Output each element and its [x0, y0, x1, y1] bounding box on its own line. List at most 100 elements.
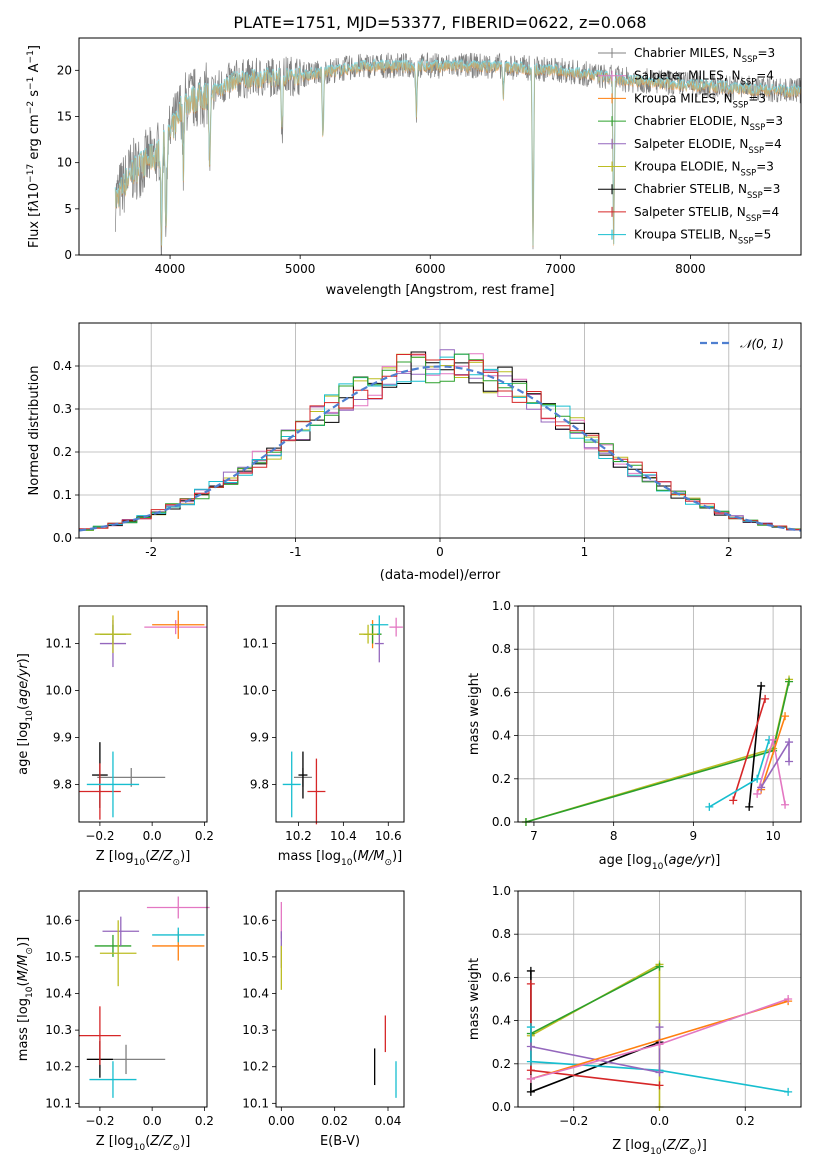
marker-plus: [781, 800, 790, 809]
y-axis-label-part: mass [log: [16, 998, 31, 1061]
y-tick-label: 0.4: [53, 359, 72, 373]
y-tick-label: 10.6: [242, 913, 269, 927]
y-axis-label-part: A: [27, 63, 42, 76]
legend-label-part: SSP: [748, 145, 764, 155]
legend-label-part: =3: [756, 160, 774, 174]
legend-label-part: SSP: [738, 236, 754, 246]
y-axis-label-part: ]: [27, 45, 42, 50]
marker-plus: [655, 962, 664, 971]
figure-title: PLATE=1751, MJD=53377, FIBERID=0622, z=0…: [233, 13, 646, 32]
legend-label-part: Salpeter MILES, N: [634, 69, 741, 83]
x-axis-label-part: (: [145, 1134, 150, 1149]
x-tick-label: 0.0: [143, 829, 162, 843]
y-tick-label: 0.4: [492, 1014, 511, 1028]
spectrum-model-line-2: [115, 60, 801, 248]
x-axis-label-part: Z/Z: [149, 849, 173, 864]
x-axis-label-part: age/yr: [669, 853, 712, 868]
y-tick-label: 0.6: [492, 685, 511, 699]
y-tick-label: 10.2: [242, 1060, 269, 1074]
y-tick-label: 20: [57, 63, 72, 77]
x-axis-label: Z [log10(Z/Z⊙)]: [612, 1138, 707, 1157]
x-tick-label: 10.4: [330, 829, 357, 843]
y-axis-label-part: −1: [26, 50, 36, 63]
normal-curve: [78, 365, 802, 532]
x-tick-label: 0.2: [736, 1114, 755, 1128]
marker-plus: [745, 802, 754, 811]
x-axis-label-part: 10: [650, 1147, 662, 1157]
y-tick-label: 10.1: [242, 1096, 269, 1110]
legend-label-part: Chabrier ELODIE, N: [634, 114, 750, 128]
histogram-chabrier_elodie: [79, 353, 801, 531]
legend-label-part: =3: [765, 114, 783, 128]
legend-label-part: SSP: [750, 122, 766, 132]
x-axis-label-part: ⊙: [173, 1143, 181, 1153]
x-tick-label: −0.2: [85, 1114, 114, 1128]
axes-frame: [517, 890, 802, 1108]
y-axis-label-part: erg cm: [27, 114, 42, 163]
marker-plus: [784, 1087, 793, 1096]
y-tick-label: 0.4: [492, 729, 511, 743]
marker-plus: [526, 1057, 535, 1066]
x-axis-label-part: M/M: [358, 849, 385, 864]
y-tick-label: 10.5: [242, 950, 269, 964]
y-tick-label: 10.6: [45, 913, 72, 927]
y-tick-label: 10.0: [45, 684, 72, 698]
x-tick-label: 10.6: [375, 829, 402, 843]
y-tick-label: 9.8: [53, 777, 72, 791]
marker-plus: [784, 995, 793, 1003]
x-axis-label-part: age [log: [599, 853, 652, 868]
y-axis-label-part: −1: [26, 77, 36, 90]
axes-frame: [78, 605, 208, 823]
y-tick-label: 0.0: [492, 815, 511, 829]
legend-label: Chabrier ELODIE, NSSP=3: [634, 114, 783, 132]
x-axis-label-part: (: [663, 853, 668, 868]
legend-label-part: SSP: [742, 54, 758, 64]
y-axis-label: mass weight: [467, 673, 482, 755]
y-axis-label: age [log10(age/yr)]: [16, 653, 35, 775]
x-tick-label: 0.0: [143, 1114, 162, 1128]
axes-massweight_vs_Z: −0.2 0.0 0.2 0.0 0.2 0.4 0.6 0.8 1.0 Z [log10(Z/Z…: [467, 884, 802, 1157]
legend-label: Chabrier STELIB, NSSP=3: [634, 182, 780, 200]
marker-plus: [526, 1042, 535, 1051]
marker-plus: [757, 783, 766, 792]
series-salpeter_stelib: [732, 698, 766, 801]
y-axis-label-part: age [log: [16, 722, 31, 775]
y-axis-label: Normed distribution: [27, 366, 42, 496]
legend-label-part: Kroupa MILES, N: [634, 91, 733, 105]
marker-plus: [526, 979, 535, 988]
x-tick-label: 8: [610, 829, 618, 843]
x-tick-label: 7: [530, 829, 538, 843]
legend-label-part: Kroupa STELIB, N: [634, 228, 738, 242]
y-tick-label: 1.0: [492, 884, 511, 898]
x-axis-label-part: Z [log: [96, 849, 134, 864]
y-tick-label: 5: [64, 202, 72, 216]
y-tick-label: 10.3: [242, 1023, 269, 1037]
x-tick-label: 0.00: [268, 1114, 295, 1128]
y-tick-label: 0.8: [492, 927, 511, 941]
legend-label-part: SSP: [741, 77, 757, 87]
legend-label: 𝒩(0, 1): [740, 337, 784, 351]
x-axis-label-part: mass [log: [278, 849, 341, 864]
y-tick-label: 10.2: [45, 1060, 72, 1074]
legend-label: Salpeter ELODIE, NSSP=4: [634, 137, 782, 155]
legend-label: Kroupa MILES, NSSP=3: [634, 91, 766, 109]
axes-frame: [78, 37, 802, 256]
legend-label-part: =3: [748, 91, 766, 105]
legend-label-part: =3: [757, 46, 775, 60]
y-tick-label: 0.3: [53, 402, 72, 416]
y-tick-label: 10.4: [242, 987, 269, 1001]
marker-plus: [655, 1081, 664, 1090]
y-tick-label: 15: [57, 109, 72, 123]
x-axis-label-part: )]: [710, 853, 720, 868]
legend-label: Chabrier MILES, NSSP=3: [634, 46, 775, 64]
marker-plus: [705, 802, 714, 811]
x-axis-label-part: 10: [652, 862, 664, 872]
axes-frame: [78, 322, 802, 539]
marker-plus: [526, 1087, 535, 1096]
x-tick-label: 0.2: [195, 829, 214, 843]
x-axis-label-part: Z [log: [96, 1134, 134, 1149]
y-tick-label: 10.0: [242, 684, 269, 698]
legend-label-part: =3: [763, 182, 781, 196]
